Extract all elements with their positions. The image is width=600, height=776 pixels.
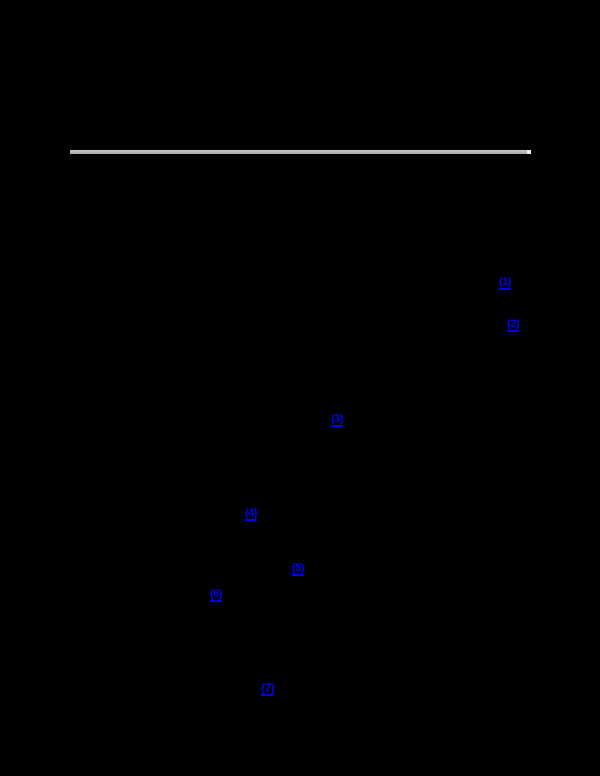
compound-link-1[interactable]: (1) bbox=[499, 276, 511, 290]
compound-link-3[interactable]: (3) bbox=[331, 413, 343, 427]
compound-link-6[interactable]: (6) bbox=[210, 588, 222, 602]
horizontal-divider bbox=[70, 150, 531, 154]
compound-link-2[interactable]: (2) bbox=[507, 318, 519, 332]
compound-link-4[interactable]: (4) bbox=[245, 507, 257, 521]
compound-link-7[interactable]: (7) bbox=[261, 681, 275, 696]
compound-link-5[interactable]: (5) bbox=[292, 562, 304, 576]
